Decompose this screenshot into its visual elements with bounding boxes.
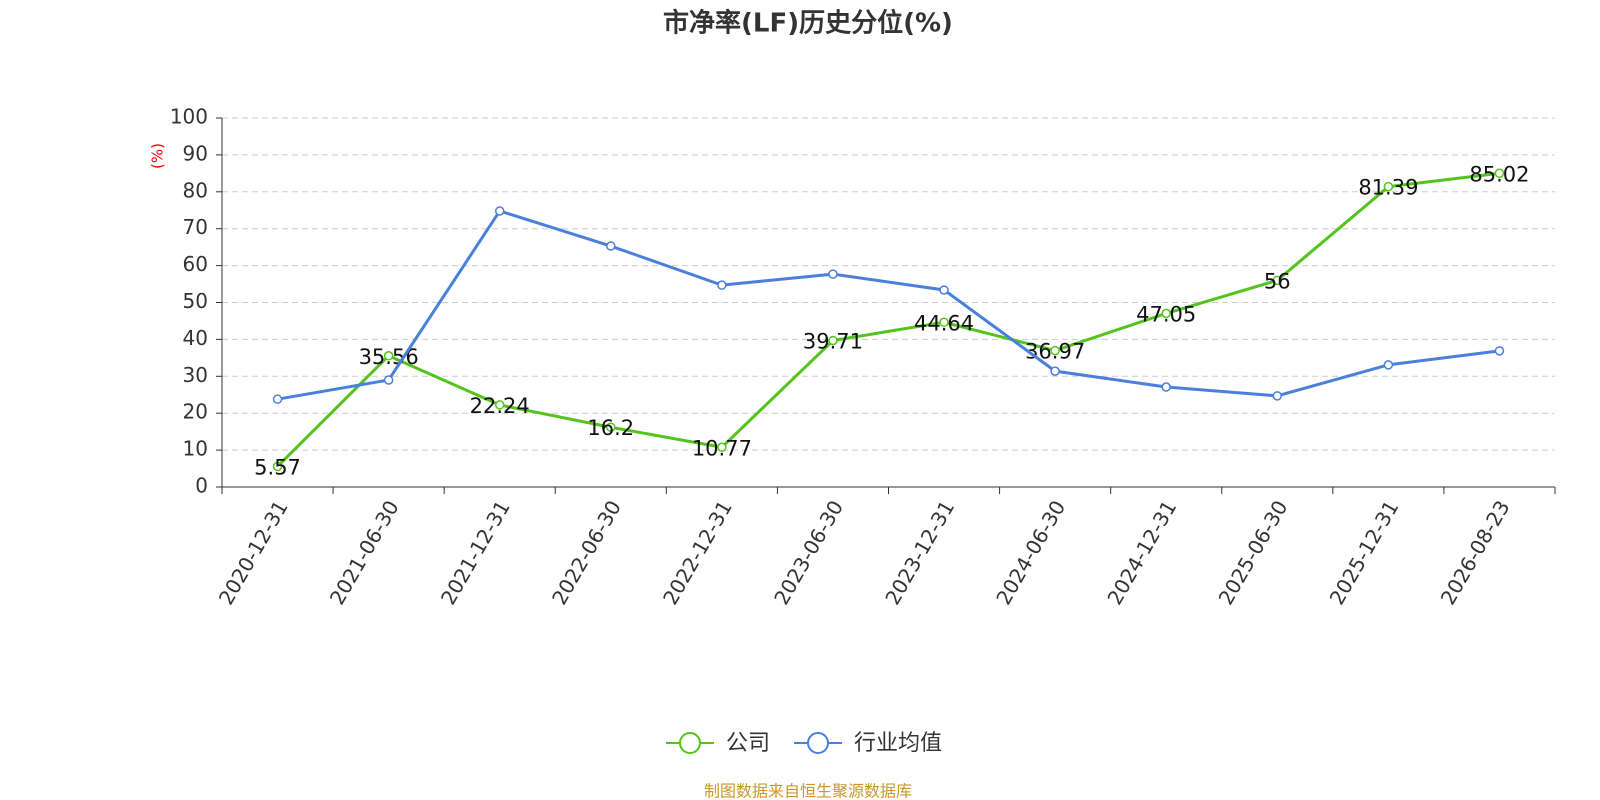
data-point	[1161, 308, 1171, 319]
data-point	[717, 280, 727, 290]
data-point	[1383, 360, 1394, 370]
data-point	[1494, 346, 1505, 356]
x-tick-label: 2025-06-30	[1213, 496, 1292, 609]
x-tick-label: 2024-06-30	[991, 496, 1070, 609]
data-label: 39.71	[803, 329, 863, 353]
y-tick-label: 0	[195, 474, 208, 498]
data-point	[1050, 366, 1060, 376]
data-label: 85.02	[1469, 162, 1529, 186]
y-tick-label: 20	[183, 400, 208, 424]
series-line	[277, 209, 1500, 401]
x-tick-label: 2023-12-31	[880, 496, 959, 609]
y-tick-label: 10	[183, 437, 208, 461]
x-tick-label: 2023-06-30	[769, 496, 848, 609]
data-point	[272, 461, 283, 472]
x-tick-label: 2022-06-30	[547, 496, 626, 609]
x-tick-label: 2022-12-31	[658, 496, 737, 609]
data-point	[1272, 275, 1283, 286]
data-point	[494, 206, 505, 216]
y-tick-label: 60	[183, 252, 208, 276]
data-label: 36.97	[1025, 340, 1085, 364]
data-point	[1383, 181, 1394, 192]
y-tick-label: 80	[183, 178, 208, 202]
data-point	[939, 285, 949, 295]
data-label: 22.24	[470, 394, 530, 418]
data-point	[828, 335, 838, 346]
data-point	[383, 375, 394, 385]
data-point	[606, 422, 616, 432]
data-label: 44.64	[914, 311, 974, 335]
x-tick-label: 2024-12-31	[1102, 496, 1181, 609]
data-point	[717, 442, 727, 453]
data-point	[1050, 345, 1060, 356]
x-tick-label: 2021-12-31	[436, 496, 515, 609]
x-tick-label: 2020-12-31	[214, 496, 293, 609]
data-label: 47.05	[1136, 302, 1196, 326]
data-point	[939, 317, 949, 328]
data-label: 5.57	[254, 455, 301, 479]
y-tick-label: 100	[170, 105, 208, 129]
data-point	[1161, 382, 1171, 392]
legend-marker	[807, 732, 830, 754]
data-label: 10.77	[692, 436, 752, 460]
x-tick-label: 2025-12-31	[1325, 496, 1404, 609]
data-point	[828, 269, 838, 279]
data-point	[494, 400, 505, 410]
data-label: 81.39	[1358, 176, 1418, 200]
y-tick-label: 50	[183, 289, 208, 313]
x-tick-label: 2021-06-30	[325, 496, 404, 609]
series-line	[276, 171, 1500, 468]
y-tick-label: 30	[183, 363, 208, 387]
data-point	[1494, 168, 1505, 179]
y-tick-label: 90	[183, 141, 208, 165]
legend-label: 行业均值	[854, 731, 942, 756]
y-axis-label: (%)	[149, 143, 167, 169]
data-point	[272, 394, 283, 404]
data-label: 56	[1264, 269, 1291, 293]
source-note: 制图数据来自恒生聚源数据库	[704, 782, 912, 800]
data-point	[606, 241, 616, 251]
legend-marker	[679, 732, 701, 754]
data-point	[383, 351, 394, 361]
legend-label: 公司	[726, 731, 770, 756]
data-label: 16.2	[587, 416, 634, 440]
y-tick-label: 70	[183, 215, 208, 239]
x-tick-label: 2026-08-23	[1436, 496, 1515, 609]
y-tick-label: 40	[183, 326, 208, 350]
chart-title: 市净率(LF)历史分位(%)	[663, 8, 953, 39]
data-point	[1272, 391, 1283, 401]
